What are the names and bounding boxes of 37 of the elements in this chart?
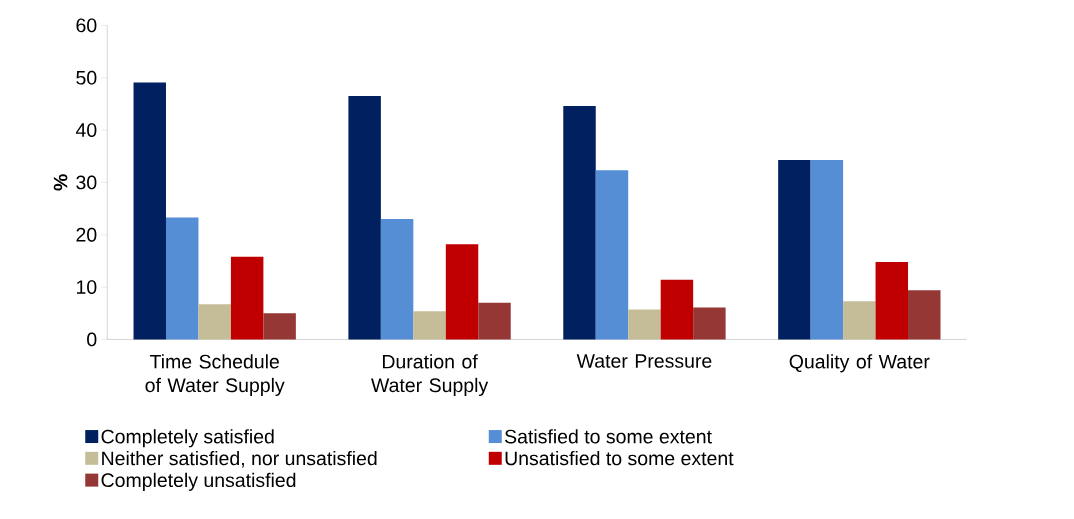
- bar: [380, 219, 414, 340]
- bar: [165, 217, 199, 340]
- x-tick-label: Quality of Water: [789, 354, 930, 373]
- bar: [843, 301, 876, 340]
- y-tick-label: 10: [76, 280, 97, 295]
- x-tick-label: Water Pressure: [576, 354, 712, 368]
- bar: [413, 311, 446, 340]
- bar: [133, 82, 166, 340]
- bar: [660, 279, 694, 340]
- y-tick-label: 50: [76, 70, 97, 85]
- y-axis-title: %: [53, 174, 68, 191]
- bar: [478, 302, 511, 340]
- bar: [263, 313, 296, 340]
- bar: [563, 106, 596, 340]
- bar: [778, 159, 811, 340]
- bar: [810, 159, 844, 340]
- y-tick-label: 20: [76, 227, 97, 242]
- y-tick-label: 30: [76, 175, 97, 190]
- legend-label: Unsatisfied to some extent: [505, 451, 734, 466]
- x-tick-label: Duration of Water Supply: [371, 354, 489, 397]
- bar: [908, 290, 941, 340]
- bar: [348, 96, 381, 340]
- bar: [628, 309, 661, 340]
- y-tick-label: 60: [76, 18, 97, 33]
- legend-label: Neither satisfied, nor unsatisfied: [102, 451, 377, 468]
- legend-label: Satisfied to some extent: [505, 429, 712, 444]
- bar: [875, 262, 909, 340]
- bar: [693, 307, 726, 340]
- bar: [230, 256, 264, 340]
- y-tick-label: 40: [75, 123, 97, 138]
- bar: [595, 170, 629, 340]
- x-tick-label: Time Schedule of Water Supply: [145, 354, 285, 397]
- y-tick-label: 0: [87, 332, 97, 347]
- legend-label: Completely satisfied: [101, 429, 274, 448]
- bar: [445, 244, 479, 340]
- legend-label: Completely unsatisfied: [101, 472, 296, 491]
- bar: [198, 304, 231, 340]
